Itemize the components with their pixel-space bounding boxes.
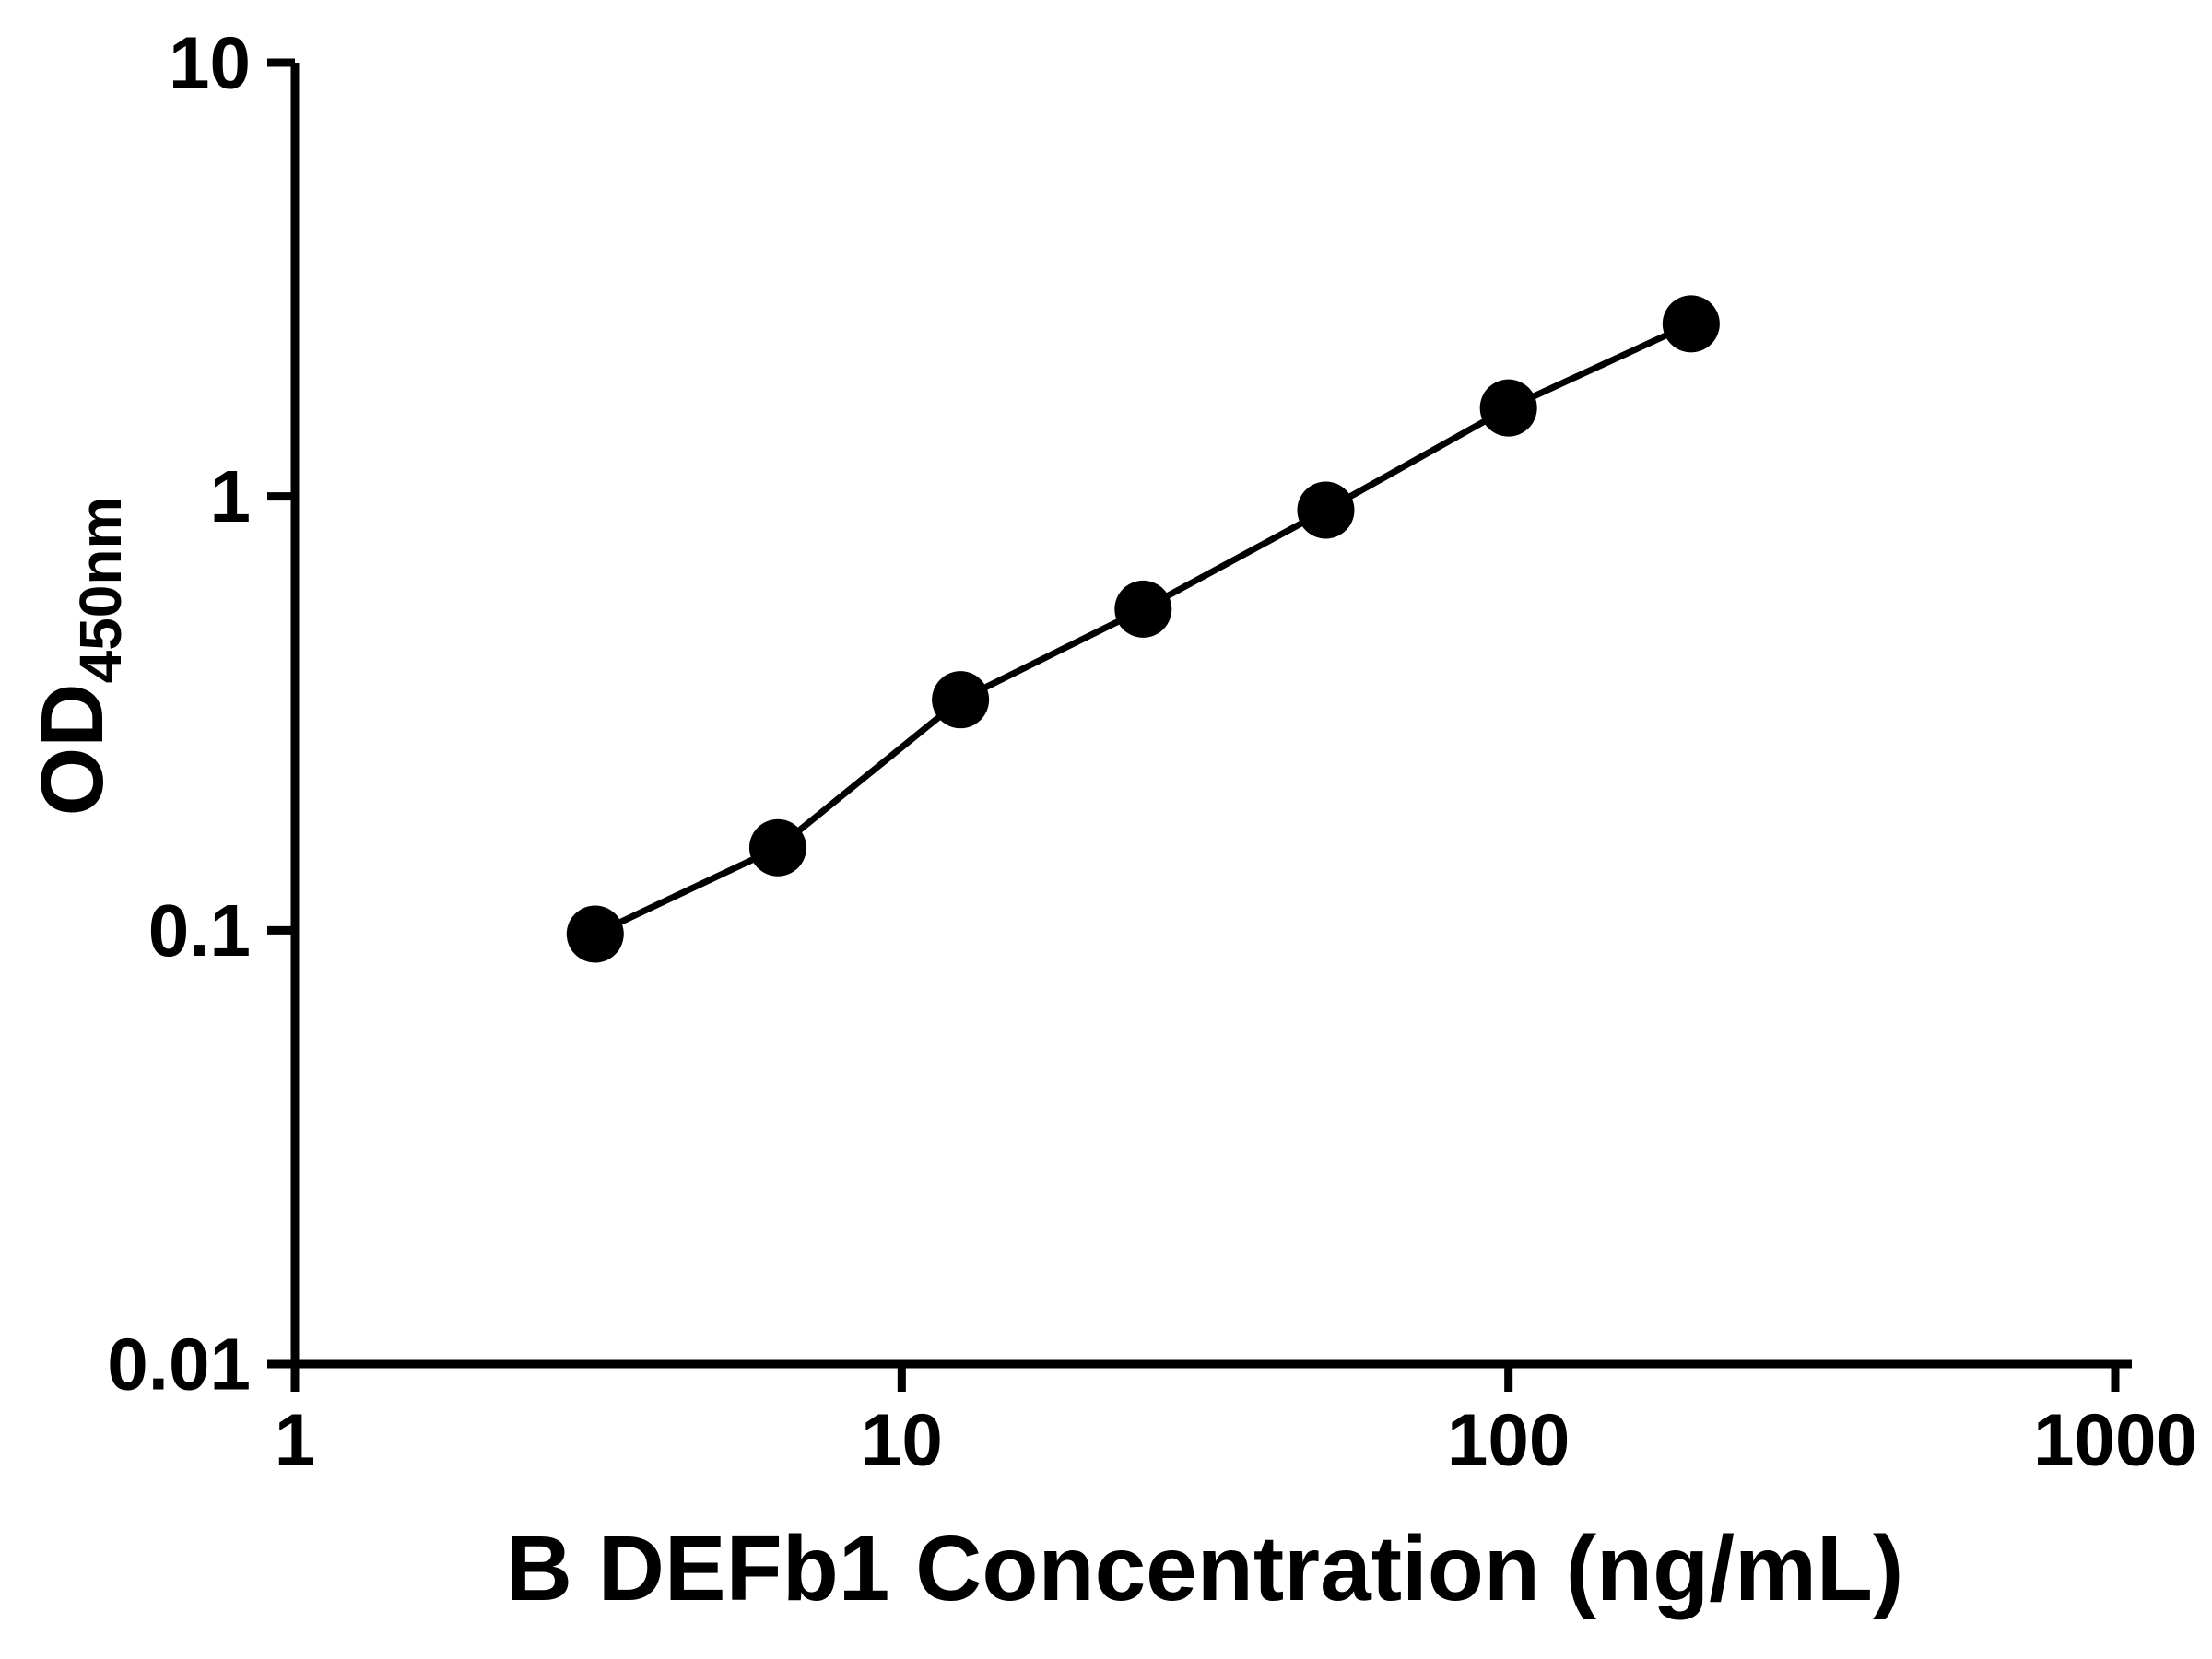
data-point [748,818,806,877]
data-point [1114,580,1172,638]
data-point [1662,295,1720,353]
data-point [1297,481,1355,539]
y-axis-tick-label: 1 [210,455,252,537]
x-axis-title: B DEFb1 Concentration (ng/mL) [506,1516,1904,1622]
y-axis-tick-label: 10 [169,22,251,104]
data-point [932,671,990,729]
y-axis-tick-label: 0.1 [148,889,251,971]
y-axis-title: OD450nm [22,497,135,817]
x-axis-tick-label: 1 [275,1399,316,1481]
y-axis-tick-label: 0.01 [107,1324,251,1406]
x-axis-tick-label: 100 [1447,1399,1570,1481]
x-axis-tick-label: 1000 [2033,1399,2197,1481]
x-axis-title-text: B DEFb1 Concentration (ng/mL) [505,1517,1904,1620]
data-point [1479,379,1537,437]
y-axis-title-subscript: 450nm [67,496,135,684]
x-axis-tick-label: 10 [861,1399,943,1481]
data-point [566,905,624,963]
axis-spine [290,63,2132,1369]
y-axis-title-main: OD [22,683,122,817]
